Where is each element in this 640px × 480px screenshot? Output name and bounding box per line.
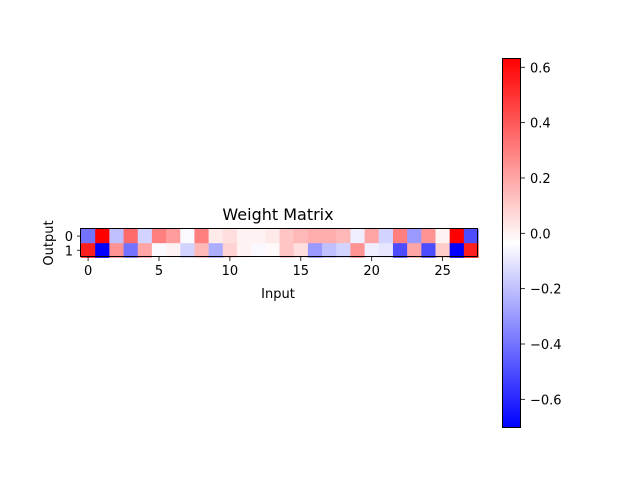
heatmap-cell — [350, 229, 366, 244]
heatmap-cell — [208, 229, 224, 244]
heatmap-cell — [392, 229, 408, 244]
heatmap-cell — [81, 243, 96, 258]
colorbar-tick-label: 0.2 — [530, 172, 551, 187]
heatmap-cell — [378, 229, 394, 244]
heatmap-cell — [322, 229, 337, 244]
colorbar-tick-label: −0.2 — [530, 283, 562, 298]
heatmap-cell — [421, 229, 436, 244]
heatmap-cell — [435, 229, 451, 244]
heatmap-cell — [392, 243, 408, 258]
heatmap-cell — [251, 243, 266, 258]
x-tick-label: 5 — [155, 264, 163, 279]
heatmap-cell — [95, 229, 110, 244]
x-tick-label: 15 — [293, 264, 310, 279]
heatmap-cell — [463, 243, 479, 258]
heatmap-cell — [421, 243, 436, 258]
x-axis-ticks: 0 5 10 15 20 25 — [84, 257, 451, 279]
heatmap-cell — [350, 243, 366, 258]
heatmap-cell — [364, 229, 380, 244]
y-tick-label: 1 — [65, 244, 73, 259]
x-tick-label: 20 — [363, 264, 380, 279]
heatmap-cell — [236, 243, 252, 258]
x-tick-label: 0 — [84, 264, 92, 279]
heatmap-cell — [463, 229, 479, 244]
heatmap-cells — [81, 229, 479, 258]
colorbar-ticks: 0.6 0.4 0.2 0.0 −0.2 −0.4 −0.6 — [521, 61, 562, 408]
heatmap-cell — [222, 243, 238, 258]
heatmap-cell — [307, 243, 323, 258]
heatmap-cell — [166, 243, 181, 258]
colorbar-tick-label: −0.4 — [530, 338, 562, 353]
x-tick-label: 10 — [222, 264, 239, 279]
heatmap-cell — [293, 229, 309, 244]
colorbar-tick-label: −0.6 — [530, 393, 562, 408]
x-axis-label: Input — [261, 287, 295, 302]
heatmap-cell — [151, 243, 167, 258]
heatmap-cell — [322, 243, 337, 258]
heatmap-cell — [407, 229, 422, 244]
heatmap-cell — [109, 243, 125, 258]
heatmap-cell — [180, 229, 195, 244]
heatmap-cell — [81, 229, 96, 244]
heatmap-cell — [307, 229, 323, 244]
heatmap-cell — [151, 229, 167, 244]
heatmap-cell — [208, 243, 224, 258]
heatmap-frame — [80, 228, 478, 257]
heatmap-cell — [222, 229, 238, 244]
heatmap-cell — [364, 243, 380, 258]
heatmap-cell — [293, 243, 309, 258]
heatmap-cell — [194, 243, 210, 258]
colorbar-tick-label: 0.0 — [530, 227, 551, 242]
colorbar-tick-label: 0.4 — [530, 117, 551, 132]
y-axis-ticks: 01 — [65, 230, 81, 259]
heatmap-cell — [95, 243, 110, 258]
colorbar-tick-label: 0.6 — [530, 61, 551, 76]
heatmap-cell — [407, 243, 422, 258]
heatmap-cell — [166, 229, 181, 244]
heatmap-cell — [137, 243, 153, 258]
heatmap-cell — [137, 229, 153, 244]
heatmap-cell — [123, 229, 139, 244]
heatmap-cell — [336, 243, 351, 258]
heatmap-cell — [194, 229, 210, 244]
heatmap-cell — [449, 243, 465, 258]
heatmap-cell — [336, 229, 351, 244]
x-tick-label: 25 — [434, 264, 451, 279]
colorbar — [502, 58, 521, 428]
heatmap-cell — [279, 229, 295, 244]
heatmap-cell — [279, 243, 295, 258]
heatmap-cell — [109, 229, 125, 244]
heatmap-cell — [435, 243, 451, 258]
heatmap-cell — [265, 243, 281, 258]
heatmap-cell — [236, 229, 252, 244]
heatmap-cell — [265, 229, 281, 244]
heatmap-cell — [378, 243, 394, 258]
heatmap-cell — [123, 243, 139, 258]
heatmap-cell — [449, 229, 465, 244]
y-axis-label: Output — [42, 220, 57, 265]
heatmap-cell — [251, 229, 266, 244]
y-tick-label: 0 — [65, 230, 73, 245]
heatmap-cell — [180, 243, 195, 258]
chart-title: Weight Matrix — [222, 205, 333, 224]
